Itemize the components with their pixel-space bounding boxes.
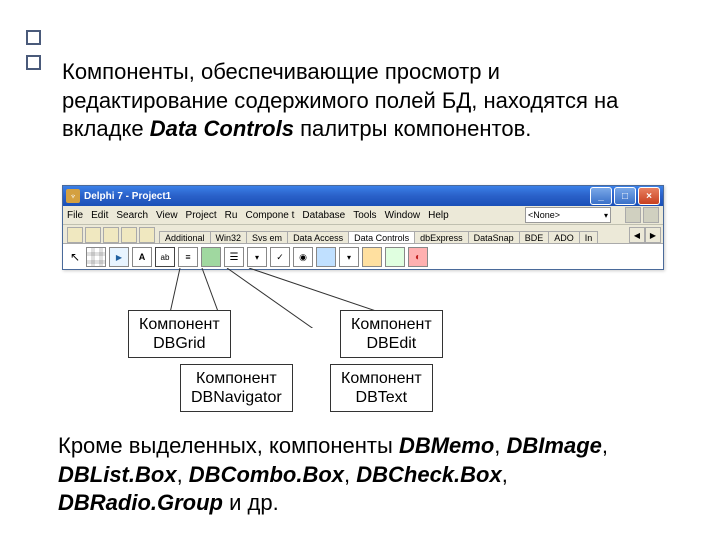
component-dbmemo-icon[interactable] <box>178 247 198 267</box>
tool-icon[interactable] <box>121 227 137 243</box>
callout-label: Компонент <box>341 370 422 387</box>
tab-bde[interactable]: BDE <box>519 231 550 244</box>
callout-name: DBEdit <box>366 335 416 352</box>
menu-database[interactable]: Database <box>302 210 345 221</box>
callout-name: DBText <box>356 389 408 406</box>
menu-project[interactable]: Project <box>186 210 217 221</box>
component-dbimage-icon[interactable] <box>201 247 221 267</box>
minimize-button[interactable]: _ <box>590 187 612 205</box>
menu-help[interactable]: Help <box>428 210 449 221</box>
cursor-icon[interactable]: ↖ <box>67 249 83 265</box>
text-bold: DBCombo.Box <box>189 462 344 487</box>
text-span: и др. <box>223 490 279 515</box>
maximize-button[interactable]: □ <box>614 187 636 205</box>
tab-win32[interactable]: Win32 <box>210 231 248 244</box>
bullet-square <box>26 55 41 70</box>
text-span: , <box>602 433 608 458</box>
text-span: , <box>494 433 506 458</box>
text-span: , <box>502 462 508 487</box>
text-span: , <box>177 462 189 487</box>
tool-icon[interactable] <box>139 227 155 243</box>
tab-system[interactable]: Svs em <box>246 231 288 244</box>
component-palette-row: ↖ <box>63 244 663 269</box>
callout-dbtext: Компонент DBText <box>330 364 433 412</box>
tab-data-controls[interactable]: Data Controls <box>348 231 415 244</box>
menu-component[interactable]: Compone t <box>245 210 294 221</box>
component-dbcombobox-icon[interactable] <box>247 247 267 267</box>
project-dropdown[interactable]: <None> <box>525 207 611 223</box>
menu-edit[interactable]: Edit <box>91 210 108 221</box>
tab-ado[interactable]: ADO <box>548 231 580 244</box>
delphi-ide-window: ♆ Delphi 7 - Project1 _ □ × File Edit Se… <box>62 185 664 270</box>
delphi-icon: ♆ <box>66 189 80 203</box>
menu-search[interactable]: Search <box>116 210 148 221</box>
bottom-paragraph: Кроме выделенных, компоненты DBMemo, DBI… <box>58 432 662 518</box>
component-dbrichedit-icon[interactable] <box>362 247 382 267</box>
tab-scroll-right-icon[interactable]: ▶ <box>645 227 661 243</box>
menu-view[interactable]: View <box>156 210 178 221</box>
toolbar-icons <box>65 227 159 243</box>
tab-datasnap[interactable]: DataSnap <box>468 231 520 244</box>
component-dblookupcombo-icon[interactable] <box>339 247 359 267</box>
callout-label: Компонент <box>351 316 432 333</box>
callout-name: DBNavigator <box>191 389 282 406</box>
text-span: палитры компонентов. <box>300 116 531 141</box>
text-bold: DBImage <box>507 433 602 458</box>
callout-dbnavigator: Компонент DBNavigator <box>180 364 293 412</box>
text-span: , <box>344 462 356 487</box>
grey-icon[interactable] <box>625 207 641 223</box>
text-bold: DBRadio.Group <box>58 490 223 515</box>
component-dbgrid-icon[interactable] <box>86 247 106 267</box>
component-palette-tabs: Additional Win32 Svs em Data Access Data… <box>63 225 663 244</box>
tool-icon[interactable] <box>85 227 101 243</box>
tab-in[interactable]: In <box>579 231 599 244</box>
component-dbcheckbox-icon[interactable] <box>270 247 290 267</box>
menu-file[interactable]: File <box>67 210 83 221</box>
window-title: Delphi 7 - Project1 <box>84 191 588 202</box>
tab-dbexpress[interactable]: dbExpress <box>414 231 469 244</box>
close-button[interactable]: × <box>638 187 660 205</box>
menu-run[interactable]: Ru <box>225 210 238 221</box>
callout-label: Компонент <box>139 316 220 333</box>
menu-window[interactable]: Window <box>385 210 421 221</box>
main-paragraph: Компоненты, обеспечивающие просмотр и ре… <box>62 58 652 144</box>
tool-icon[interactable] <box>103 227 119 243</box>
tab-additional[interactable]: Additional <box>159 231 211 244</box>
toolbar-extra-icons <box>625 207 659 223</box>
window-titlebar[interactable]: ♆ Delphi 7 - Project1 _ □ × <box>63 186 663 206</box>
callout-dbedit: Компонент DBEdit <box>340 310 443 358</box>
text-span: Кроме выделенных, компоненты <box>58 433 399 458</box>
component-dblookuplist-icon[interactable] <box>316 247 336 267</box>
tab-scroll-buttons: ◀ ▶ <box>629 227 661 243</box>
component-dbnavigator-icon[interactable] <box>109 247 129 267</box>
text-bold-data-controls: Data Controls <box>150 116 294 141</box>
component-dbedit-icon[interactable] <box>155 247 175 267</box>
text-bold: DBList.Box <box>58 462 177 487</box>
tab-scroll-left-icon[interactable]: ◀ <box>629 227 645 243</box>
menu-tools[interactable]: Tools <box>353 210 376 221</box>
component-dblistbox-icon[interactable] <box>224 247 244 267</box>
callout-label: Компонент <box>196 370 277 387</box>
text-bold: DBCheck.Box <box>356 462 501 487</box>
text-bold: DBMemo <box>399 433 494 458</box>
slide-bullets <box>26 30 41 80</box>
callout-name: DBGrid <box>153 335 205 352</box>
tool-icon[interactable] <box>67 227 83 243</box>
dropdown-value: <None> <box>528 210 560 220</box>
component-dbctrlgrid-icon[interactable] <box>385 247 405 267</box>
component-dbtext-icon[interactable] <box>132 247 152 267</box>
component-dbchart-icon[interactable] <box>408 247 428 267</box>
bullet-square <box>26 30 41 45</box>
component-dbradiogroup-icon[interactable] <box>293 247 313 267</box>
menu-bar: File Edit Search View Project Ru Compone… <box>63 206 663 225</box>
grey-icon[interactable] <box>643 207 659 223</box>
tab-data-access[interactable]: Data Access <box>287 231 349 244</box>
callout-dbgrid: Компонент DBGrid <box>128 310 231 358</box>
